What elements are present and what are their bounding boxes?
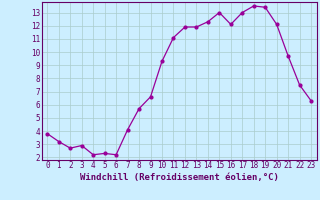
- X-axis label: Windchill (Refroidissement éolien,°C): Windchill (Refroidissement éolien,°C): [80, 173, 279, 182]
